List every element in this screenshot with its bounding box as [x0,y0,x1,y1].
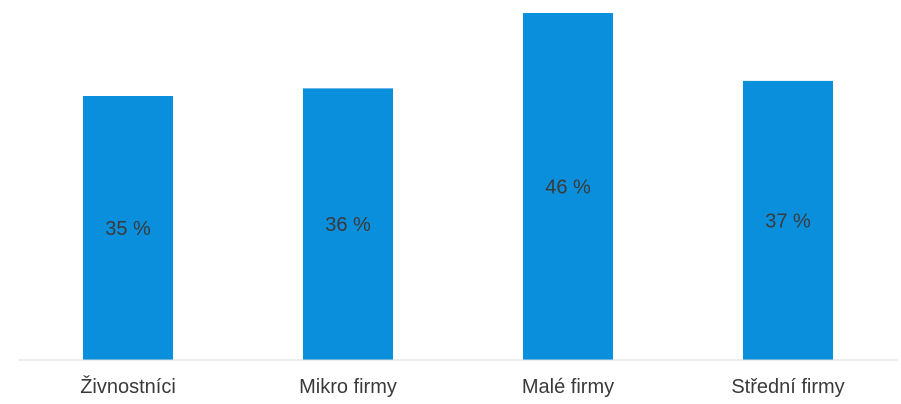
bar-4 [743,80,833,361]
data-label-3: 46 % [545,177,591,199]
category-label-1: Živnostníci [80,375,176,398]
bars-group [83,13,833,361]
data-label-2: 36 % [325,214,371,236]
bar-2 [303,88,393,361]
bar-3 [523,13,613,360]
data-label-4: 37 % [765,210,811,232]
category-label-3: Malé firmy [522,376,614,398]
category-labels-group: Živnostníci Mikro firmy Malé firmy Střední … [80,375,844,398]
value-labels-group: 35 % 36 % 46 % 37 % [105,177,811,241]
category-label-4: Střední firmy [731,376,844,398]
data-label-1: 35 % [105,218,151,240]
bar-1 [83,96,173,360]
category-label-2: Mikro firmy [299,376,397,398]
